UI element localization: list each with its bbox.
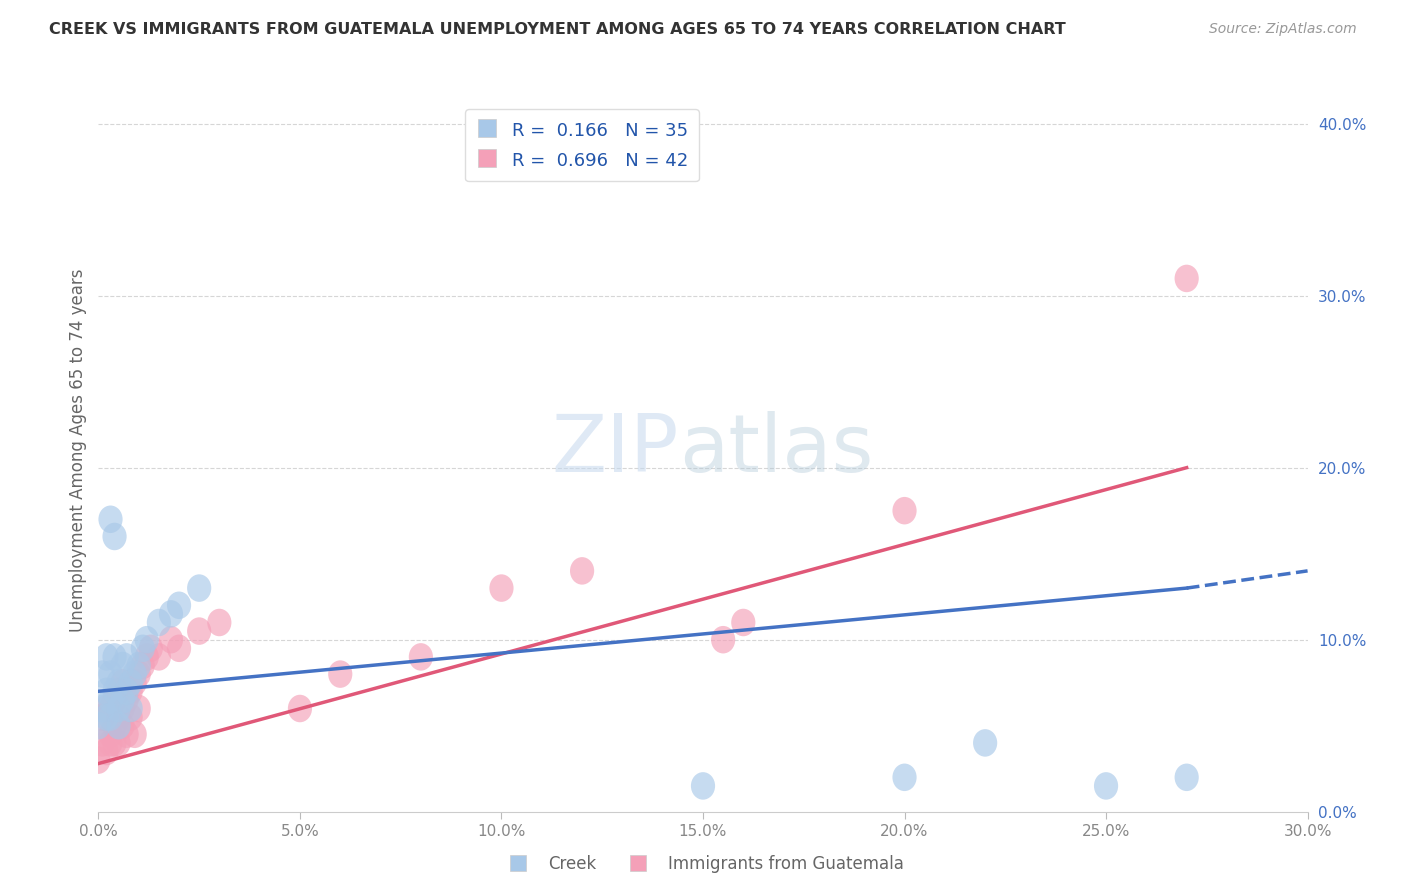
Ellipse shape [107, 669, 131, 697]
Ellipse shape [127, 695, 150, 723]
Ellipse shape [94, 695, 118, 723]
Ellipse shape [107, 712, 131, 739]
Ellipse shape [122, 669, 146, 697]
Ellipse shape [111, 695, 135, 723]
Ellipse shape [118, 678, 143, 705]
Ellipse shape [1174, 764, 1199, 791]
Ellipse shape [127, 652, 150, 680]
Ellipse shape [187, 617, 211, 645]
Ellipse shape [90, 660, 114, 688]
Ellipse shape [103, 712, 127, 739]
Ellipse shape [94, 643, 118, 671]
Ellipse shape [114, 686, 139, 714]
Ellipse shape [103, 729, 127, 756]
Ellipse shape [94, 703, 118, 731]
Ellipse shape [893, 497, 917, 524]
Ellipse shape [207, 608, 232, 636]
Ellipse shape [135, 626, 159, 654]
Ellipse shape [114, 721, 139, 748]
Ellipse shape [711, 626, 735, 654]
Ellipse shape [103, 686, 127, 714]
Ellipse shape [90, 703, 114, 731]
Ellipse shape [893, 764, 917, 791]
Ellipse shape [1094, 772, 1118, 800]
Ellipse shape [98, 506, 122, 533]
Ellipse shape [159, 626, 183, 654]
Ellipse shape [111, 652, 135, 680]
Ellipse shape [98, 695, 122, 723]
Ellipse shape [731, 608, 755, 636]
Ellipse shape [103, 643, 127, 671]
Ellipse shape [122, 721, 146, 748]
Ellipse shape [94, 678, 118, 705]
Ellipse shape [94, 738, 118, 765]
Ellipse shape [135, 643, 159, 671]
Ellipse shape [111, 712, 135, 739]
Ellipse shape [98, 721, 122, 748]
Ellipse shape [118, 669, 143, 697]
Ellipse shape [98, 660, 122, 688]
Ellipse shape [107, 695, 131, 723]
Ellipse shape [122, 660, 146, 688]
Ellipse shape [409, 643, 433, 671]
Legend: Creek, Immigrants from Guatemala: Creek, Immigrants from Guatemala [495, 848, 911, 880]
Ellipse shape [139, 634, 163, 662]
Ellipse shape [111, 669, 135, 697]
Ellipse shape [167, 634, 191, 662]
Ellipse shape [187, 574, 211, 602]
Ellipse shape [118, 695, 143, 723]
Text: ZIP: ZIP [551, 411, 679, 490]
Ellipse shape [90, 729, 114, 756]
Ellipse shape [146, 608, 172, 636]
Ellipse shape [103, 523, 127, 550]
Text: Source: ZipAtlas.com: Source: ZipAtlas.com [1209, 22, 1357, 37]
Ellipse shape [690, 772, 716, 800]
Ellipse shape [131, 652, 155, 680]
Ellipse shape [114, 643, 139, 671]
Ellipse shape [159, 600, 183, 628]
Ellipse shape [107, 703, 131, 731]
Ellipse shape [146, 643, 172, 671]
Ellipse shape [118, 703, 143, 731]
Ellipse shape [107, 729, 131, 756]
Legend: R =  0.166   N = 35, R =  0.696   N = 42: R = 0.166 N = 35, R = 0.696 N = 42 [465, 109, 699, 181]
Ellipse shape [127, 660, 150, 688]
Ellipse shape [98, 729, 122, 756]
Ellipse shape [167, 591, 191, 619]
Ellipse shape [98, 703, 122, 731]
Ellipse shape [288, 695, 312, 723]
Ellipse shape [98, 686, 122, 714]
Ellipse shape [328, 660, 353, 688]
Text: CREEK VS IMMIGRANTS FROM GUATEMALA UNEMPLOYMENT AMONG AGES 65 TO 74 YEARS CORREL: CREEK VS IMMIGRANTS FROM GUATEMALA UNEMP… [49, 22, 1066, 37]
Ellipse shape [489, 574, 513, 602]
Y-axis label: Unemployment Among Ages 65 to 74 years: Unemployment Among Ages 65 to 74 years [69, 268, 87, 632]
Ellipse shape [103, 678, 127, 705]
Ellipse shape [114, 678, 139, 705]
Ellipse shape [90, 695, 114, 723]
Ellipse shape [131, 634, 155, 662]
Ellipse shape [86, 712, 111, 739]
Ellipse shape [973, 729, 997, 756]
Ellipse shape [107, 678, 131, 705]
Ellipse shape [569, 558, 595, 584]
Text: atlas: atlas [679, 411, 873, 490]
Ellipse shape [1174, 265, 1199, 293]
Ellipse shape [111, 686, 135, 714]
Ellipse shape [86, 747, 111, 774]
